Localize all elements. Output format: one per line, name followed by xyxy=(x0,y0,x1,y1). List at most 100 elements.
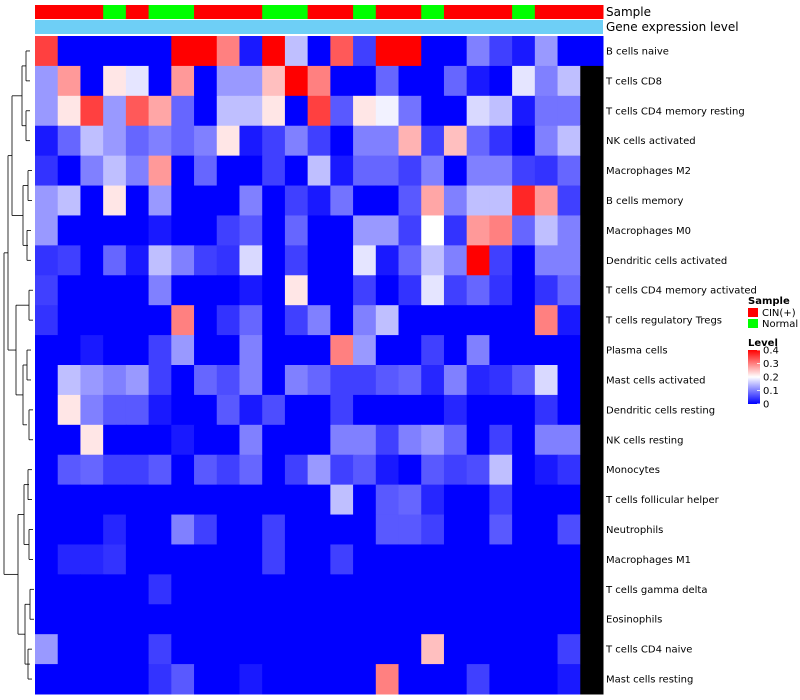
row-label: T cells regulatory Tregs xyxy=(605,316,722,327)
heatmap-cell xyxy=(148,365,172,396)
heatmap-cell xyxy=(80,484,104,516)
heatmap-cell xyxy=(148,574,172,605)
legend-level-title: Level xyxy=(748,338,778,349)
heatmap-cell xyxy=(580,125,604,157)
heatmap-cell xyxy=(148,245,172,276)
heatmap-cell xyxy=(580,36,604,67)
heatmap-cell xyxy=(398,514,422,545)
heatmap-cell xyxy=(330,394,354,426)
heatmap-cell xyxy=(580,275,604,306)
heatmap-cell xyxy=(330,544,354,575)
heatmap-cell xyxy=(103,484,127,516)
heatmap-cell xyxy=(80,514,104,545)
heatmap-cell xyxy=(580,574,604,605)
row-label: Neutrophils xyxy=(606,525,663,536)
sample-annotation-cell xyxy=(148,5,172,19)
heatmap-cell xyxy=(239,215,263,246)
heatmap-cell xyxy=(125,275,150,306)
heatmap-cell xyxy=(57,335,81,366)
heatmap-cell xyxy=(194,275,218,306)
heatmap-cell xyxy=(284,215,309,246)
heatmap-cell xyxy=(57,484,81,516)
heatmap-cell xyxy=(216,424,240,456)
heatmap-cell xyxy=(284,305,309,336)
heatmap-cell xyxy=(262,275,286,306)
heatmap-cell xyxy=(466,514,490,545)
heatmap-cell xyxy=(125,245,150,276)
heatmap-cell xyxy=(125,634,150,665)
heatmap-cell xyxy=(57,155,81,187)
heatmap-cell xyxy=(57,544,81,575)
heatmap-cell xyxy=(330,36,354,67)
heatmap-cell xyxy=(194,245,218,276)
heatmap-cell xyxy=(148,394,172,426)
heatmap-cell xyxy=(35,454,59,486)
heatmap-cell xyxy=(512,245,536,276)
heatmap-cell xyxy=(194,574,218,605)
heatmap-cell xyxy=(57,365,81,396)
heatmap-cell xyxy=(557,544,581,575)
heatmap-cell xyxy=(307,95,331,127)
heatmap-cell xyxy=(512,664,536,695)
sample-annotation-cell xyxy=(375,5,400,19)
heatmap-cell xyxy=(80,215,104,246)
heatmap-cell xyxy=(557,185,581,216)
heatmap-cell xyxy=(262,155,286,187)
heatmap-cell xyxy=(330,574,354,605)
heatmap-cell xyxy=(57,394,81,426)
heatmap-cell xyxy=(239,185,263,216)
heatmap-cell xyxy=(103,574,127,605)
heatmap-cell xyxy=(466,634,490,665)
row-label: Mast cells resting xyxy=(606,675,693,686)
heatmap-cell xyxy=(239,454,263,486)
heatmap-cell xyxy=(557,215,581,246)
heatmap-cell xyxy=(398,215,422,246)
heatmap-cell xyxy=(216,574,240,605)
heatmap-cell xyxy=(171,454,195,486)
heatmap-cell xyxy=(262,125,286,157)
heatmap-cell xyxy=(375,484,400,516)
sample-annotation-cell xyxy=(421,5,445,19)
heatmap-cell xyxy=(262,305,286,336)
heatmap-cell xyxy=(489,394,513,426)
heatmap-cell xyxy=(443,634,468,665)
heatmap-cell xyxy=(534,65,559,97)
heatmap-cell xyxy=(330,275,354,306)
heatmap-cell xyxy=(557,95,581,127)
heatmap-cell xyxy=(353,604,377,635)
heatmap-cell xyxy=(353,484,377,516)
heatmap-cell xyxy=(580,604,604,635)
heatmap-cell xyxy=(489,484,513,516)
heatmap-cell xyxy=(375,365,400,396)
heatmap-cell xyxy=(466,125,490,157)
heatmap-cell xyxy=(466,604,490,635)
heatmap-cell xyxy=(330,664,354,695)
heatmap-cell xyxy=(398,335,422,366)
heatmap-cell xyxy=(194,484,218,516)
heatmap-cell xyxy=(398,484,422,516)
heatmap-cell xyxy=(534,95,559,127)
heatmap-cell xyxy=(330,215,354,246)
heatmap-cell xyxy=(443,574,468,605)
heatmap-cell xyxy=(512,454,536,486)
heatmap-cell xyxy=(580,664,604,695)
row-label: Macrophages M1 xyxy=(606,555,691,566)
heatmap-cell xyxy=(330,335,354,366)
heatmap-cell xyxy=(125,394,150,426)
heatmap-cell xyxy=(512,305,536,336)
heatmap-cell xyxy=(80,454,104,486)
heatmap-cell xyxy=(194,544,218,575)
row-label: T cells gamma delta xyxy=(605,585,707,596)
heatmap-cell xyxy=(398,36,422,67)
heatmap-cell xyxy=(216,185,240,216)
legend-sample-entries: CIN(+)Normal xyxy=(748,308,798,330)
heatmap-cell xyxy=(171,95,195,127)
heatmap-cell xyxy=(35,634,59,665)
heatmap-cell xyxy=(580,544,604,575)
heatmap-cell xyxy=(171,65,195,97)
heatmap-cell xyxy=(239,394,263,426)
heatmap-cell xyxy=(171,305,195,336)
sample-annotation-cell xyxy=(284,5,309,19)
heatmap-cell xyxy=(398,305,422,336)
heatmap-cell xyxy=(421,215,445,246)
